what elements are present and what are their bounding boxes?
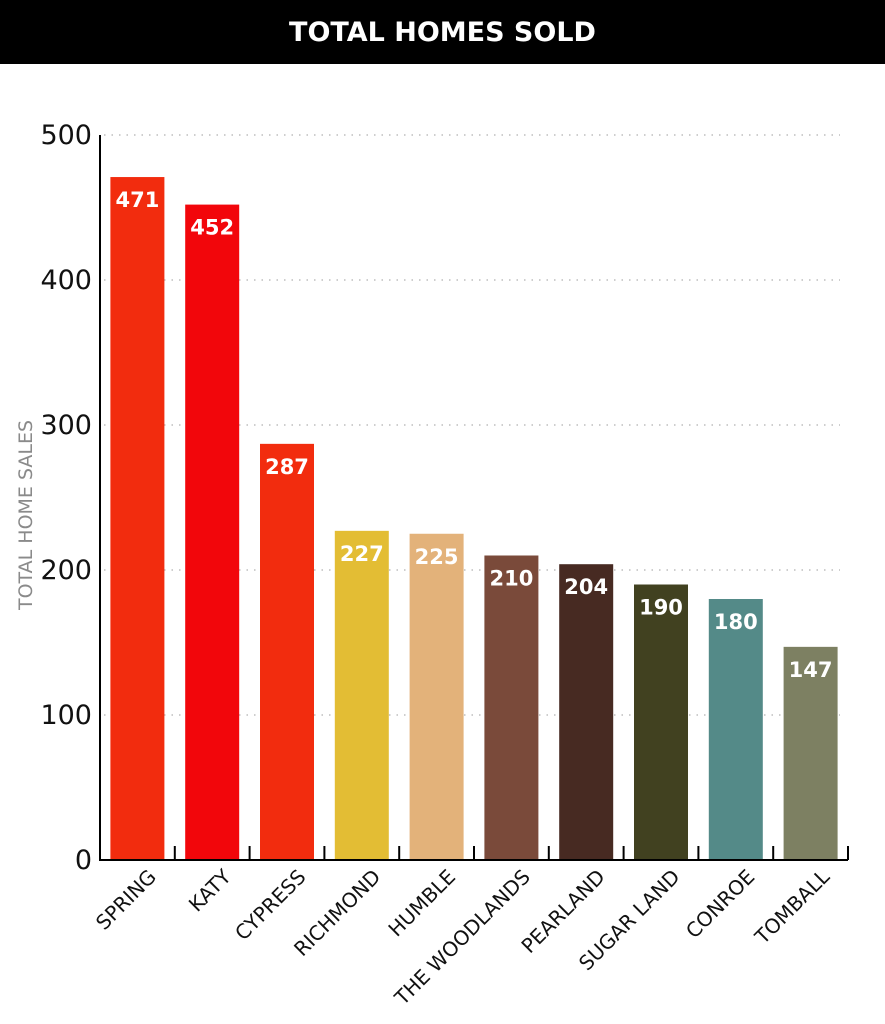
y-tick-label: 100 [40,700,92,731]
bar-value-label: 190 [639,596,683,620]
bar [185,204,240,861]
y-axis-label: TOTAL HOME SALES [15,420,37,611]
category-label: CONROE [681,865,759,943]
bar-value-label: 210 [489,567,533,591]
bar [634,584,688,860]
category-label: TOMBALL [749,864,834,949]
bar [334,530,389,860]
bar [708,599,763,860]
bar [260,443,314,860]
bar-value-label: 147 [789,658,833,682]
bar-value-label: 452 [190,216,234,240]
category-label: SPRING [91,865,161,935]
chart-title: TOTAL HOMES SOLD [289,16,596,48]
bar [484,555,539,860]
y-tick-label: 400 [40,265,92,296]
y-tick-label: 300 [40,410,92,441]
bars: 471 452 287 227 225 210 204 190 180 147 [110,177,838,861]
category-label: THE WOODLANDS [389,865,535,1011]
bar-value-label: 225 [415,545,459,569]
y-tick-label: 200 [40,555,92,586]
bar [110,177,165,861]
bar-value-label: 227 [340,542,384,566]
bar-value-label: 204 [564,575,608,599]
bar [559,564,614,860]
gridlines [104,134,840,716]
category-label: HUMBLE [383,865,460,942]
bar-value-label: 180 [714,610,758,634]
header-bar: TOTAL HOMES SOLD [0,0,885,64]
category-label: CYPRESS [230,865,310,945]
bar-value-label: 287 [265,455,309,479]
y-tick-label: 500 [40,120,92,151]
bar [409,533,464,860]
bar-value-label: 471 [115,188,159,212]
y-tick-label: 0 [75,845,92,876]
bar [783,646,838,860]
y-tick-labels: 0 100 200 300 400 500 [40,120,92,876]
axes [99,135,849,861]
category-label: KATY [184,864,236,916]
